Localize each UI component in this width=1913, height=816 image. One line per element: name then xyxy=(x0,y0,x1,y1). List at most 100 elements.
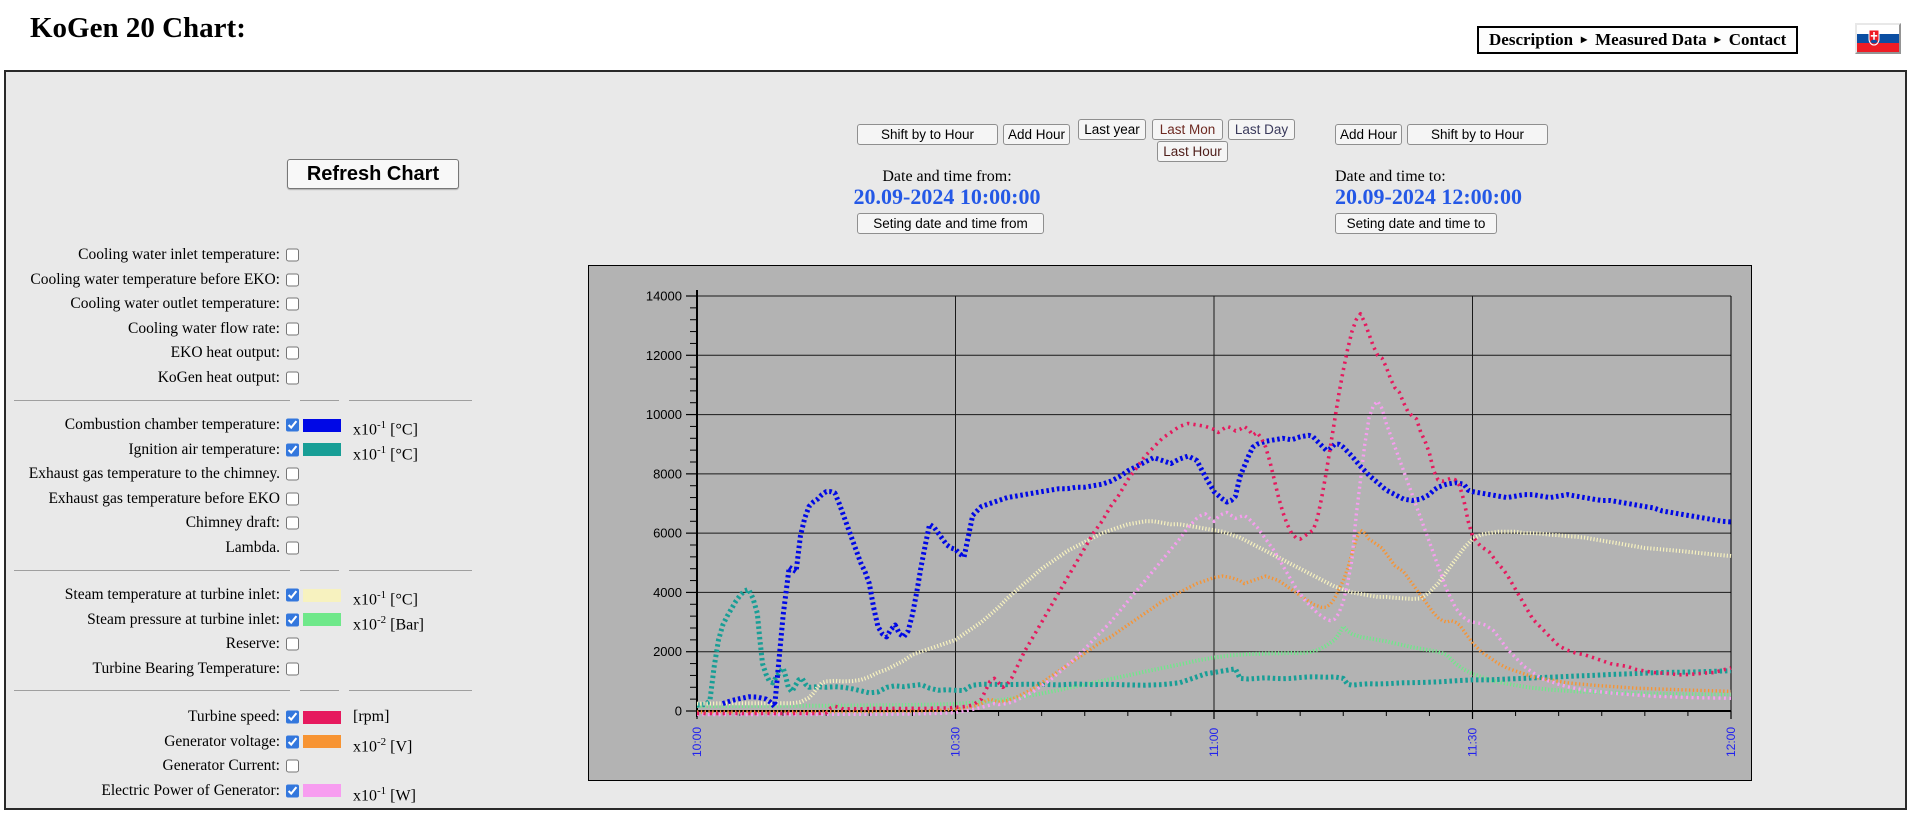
y-axis-tick-label: 0 xyxy=(675,704,682,719)
series-color-swatch xyxy=(303,588,341,602)
add-hour-left-button[interactable]: Add Hour xyxy=(1003,124,1070,145)
sensor-checkbox[interactable] xyxy=(286,516,299,530)
y-axis-tick-label: 10000 xyxy=(646,407,682,422)
sensor-checkbox[interactable] xyxy=(286,297,299,311)
y-axis-tick-label: 2000 xyxy=(653,644,682,659)
y-axis-tick-label: 12000 xyxy=(646,348,682,363)
chart-area: 0 2000 4000 6000 8000 10000 12000 14000 10:00 10:… xyxy=(588,265,1752,781)
page-title: KoGen 20 Chart: xyxy=(30,12,246,44)
set-date-from-button[interactable]: Seting date and time from xyxy=(857,213,1044,234)
sensor-checkbox[interactable] xyxy=(286,443,299,457)
sensor-unit: [rpm] xyxy=(353,708,390,725)
sensor-label: Generator Current: xyxy=(162,757,281,774)
sensor-row: Steam temperature at turbine inlet: x10-1… xyxy=(6,583,566,608)
menu-item-contact[interactable]: Contact xyxy=(1728,30,1787,49)
sensor-label: Turbine Bearing Temperature: xyxy=(92,659,280,677)
sensor-row: Exhaust gas temperature before EKO xyxy=(6,487,566,512)
refresh-chart-button[interactable]: Refresh Chart xyxy=(287,159,459,189)
sensor-row: Ignition air temperature: x10-1 [°C] xyxy=(6,438,566,463)
sensor-row: Lambda. xyxy=(6,536,566,561)
y-axis-tick-label: 4000 xyxy=(653,585,682,600)
x-axis-tick-label: 10:00 xyxy=(690,727,704,757)
sensor-label: EKO heat output: xyxy=(170,344,280,361)
menu-arrow-icon: ▸ xyxy=(1581,31,1588,46)
set-date-to-button[interactable]: Seting date and time to xyxy=(1335,213,1497,234)
sensor-unit: x10-1 [°C] xyxy=(353,443,418,463)
date-to-value: 20.09-2024 12:00:00 xyxy=(1335,184,1522,209)
sensor-label: Cooling water temperature before EKO: xyxy=(30,270,280,288)
sensor-checkbox[interactable] xyxy=(286,418,299,432)
sensor-checkbox[interactable] xyxy=(286,637,299,651)
sensor-checkbox[interactable] xyxy=(286,710,299,724)
last-hour-button[interactable]: Last Hour xyxy=(1157,141,1228,162)
sensor-group-2: Combustion chamber temperature: x10-1 [°C… xyxy=(6,413,566,560)
date-to-label: Date and time to: xyxy=(1335,168,1446,185)
sensor-row: Cooling water flow rate: xyxy=(6,317,566,342)
last-year-button[interactable]: Last year xyxy=(1078,119,1146,140)
sensor-row: Cooling water outlet temperature: xyxy=(6,292,566,317)
sensor-checkbox[interactable] xyxy=(286,541,299,555)
sensor-checkbox[interactable] xyxy=(286,613,299,627)
sensor-checkbox[interactable] xyxy=(286,492,299,506)
sensor-checkbox[interactable] xyxy=(286,759,299,773)
sensor-row: Combustion chamber temperature: x10-1 [°C… xyxy=(6,413,566,438)
last-day-button[interactable]: Last Day xyxy=(1228,119,1295,140)
sensor-label: Electric Power of Generator: xyxy=(101,781,280,799)
sensor-label: Chimney draft: xyxy=(185,514,280,531)
sensor-checkbox[interactable] xyxy=(286,273,299,287)
series-color-swatch xyxy=(303,418,341,432)
sensor-group-3: Steam temperature at turbine inlet: x10-1… xyxy=(6,583,566,681)
sensor-checkbox[interactable] xyxy=(286,735,299,749)
sensor-checkbox[interactable] xyxy=(286,371,299,385)
sensor-row: Turbine speed: [rpm] xyxy=(6,705,566,730)
sensor-row: Reserve: xyxy=(6,632,566,657)
sensor-label: Cooling water outlet temperature: xyxy=(70,295,280,312)
x-axis-tick-label: 11:30 xyxy=(1466,728,1480,757)
last-mon-button[interactable]: Last Mon xyxy=(1152,119,1223,140)
sensor-checkbox[interactable] xyxy=(286,662,299,676)
series-color-swatch xyxy=(303,710,341,724)
sensor-checkbox[interactable] xyxy=(286,248,299,262)
sensor-label: KoGen heat output: xyxy=(157,368,280,386)
sensor-row: Exhaust gas temperature to the chimney. xyxy=(6,462,566,487)
sensor-group-4: Turbine speed: [rpm] Generator voltage: x10… xyxy=(6,705,566,804)
sensor-label: Steam temperature at turbine inlet: xyxy=(64,586,280,603)
sensor-group-1: Cooling water inlet temperature: Cooling … xyxy=(6,243,566,390)
sensor-label: Exhaust gas temperature to the chimney. xyxy=(28,465,280,482)
sensor-label: Cooling water inlet temperature: xyxy=(78,246,280,263)
x-axis-tick-label: 11:00 xyxy=(1207,728,1221,757)
sensor-label: Generator voltage: xyxy=(164,732,280,750)
y-axis-tick-label: 14000 xyxy=(646,289,682,304)
sensor-checkbox[interactable] xyxy=(286,784,299,798)
group-separator xyxy=(14,570,290,571)
sensor-label: Cooling water flow rate: xyxy=(128,319,280,337)
series-color-swatch xyxy=(303,735,341,749)
shift-by-to-hour-left-button[interactable]: Shift by to Hour xyxy=(857,124,998,145)
sensor-row: Electric Power of Generator: x10-1 [W] xyxy=(6,779,566,804)
chart-series-ignition xyxy=(696,587,1732,708)
add-hour-right-button[interactable]: Add Hour xyxy=(1335,124,1402,145)
group-separator xyxy=(300,690,339,691)
slovakia-flag-svg xyxy=(1857,25,1899,52)
sensor-checkbox[interactable] xyxy=(286,322,299,336)
sensor-checkbox[interactable] xyxy=(286,346,299,360)
sensor-checkbox[interactable] xyxy=(286,588,299,602)
sensor-row: Chimney draft: xyxy=(6,511,566,536)
sensor-unit: x10-1 [W] xyxy=(353,784,416,804)
sensor-unit: x10-2 [Bar] xyxy=(353,613,424,633)
shift-by-to-hour-right-button[interactable]: Shift by to Hour xyxy=(1407,124,1548,145)
sensor-row: Cooling water temperature before EKO: xyxy=(6,268,566,293)
sensor-row: KoGen heat output: xyxy=(6,366,566,391)
group-separator xyxy=(349,690,472,691)
sensor-label: Turbine speed: xyxy=(188,708,280,725)
chart-series-electric_power xyxy=(697,399,1732,717)
sensor-row: Turbine Bearing Temperature: xyxy=(6,657,566,682)
sensor-unit: x10-1 [°C] xyxy=(353,589,418,609)
menu-item-measured-data[interactable]: Measured Data xyxy=(1595,30,1707,49)
group-separator xyxy=(14,690,290,691)
sensor-label: Exhaust gas temperature before EKO xyxy=(48,489,280,507)
series-color-swatch xyxy=(303,613,341,627)
sensor-checkbox[interactable] xyxy=(286,467,299,481)
menu-item-description[interactable]: Description xyxy=(1489,30,1574,49)
sensor-label: Combustion chamber temperature: xyxy=(64,416,280,433)
